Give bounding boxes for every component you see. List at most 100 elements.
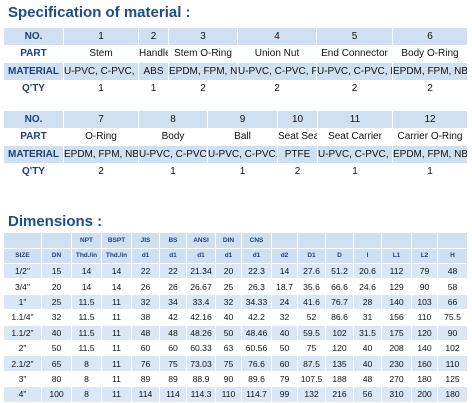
table-cell: 75.5 (437, 309, 468, 326)
table-cell: 140 (381, 293, 412, 311)
table-cell: Body O-Ring (392, 44, 468, 63)
table-cell: Stem O-Ring (168, 44, 238, 63)
table-cell: 112 (381, 262, 412, 280)
table-row: 1" 25 11.5 11 32 34 33.4 32 34.33 24 41.6 76.7 28 140… (3, 293, 468, 311)
table-row: 1/2" 15 14 14 22 22 21.34 20 22.3 14 27.6 51.2 20.6 1… (3, 262, 468, 280)
table-cell: 216 (325, 386, 354, 403)
row-label: NO. (3, 27, 64, 46)
table-cell: 76 (131, 355, 160, 372)
section-title: Dimensions : (8, 213, 103, 230)
table-cell: 208 (381, 339, 412, 357)
header-cell: D (325, 247, 354, 264)
table-cell: 11 (101, 355, 132, 372)
table-cell: 2 (392, 79, 468, 98)
table-cell: 26 (159, 278, 187, 295)
table-cell: 230 (381, 355, 412, 372)
table-cell: 2.1/2" (3, 355, 42, 372)
header-cell: SIZE (3, 247, 42, 264)
row-label: MATERIAL (3, 145, 64, 164)
table-cell: 58 (437, 278, 468, 295)
header-cell: d1 (131, 247, 160, 264)
table-cell: 1 (317, 162, 393, 181)
table-cell: 48 (437, 262, 468, 280)
table-cell: 1 (138, 79, 169, 98)
table-cell: U-PVC, C-PVC, PP (63, 62, 139, 81)
table-cell: 28 (353, 293, 382, 311)
table-cell: 9 (207, 110, 278, 129)
table-cell: Carrier O-Ring (392, 127, 468, 146)
table-cell: 270 (381, 370, 412, 388)
table-cell: 110 (215, 386, 242, 403)
section-title: Specification of material : (8, 4, 191, 21)
table-cell: 11 (101, 293, 132, 311)
table-cell: 41.6 (297, 293, 326, 311)
table-cell: 75 (297, 339, 326, 357)
header-cell: BSPT (101, 232, 132, 249)
header-cell: L1 (381, 247, 412, 264)
table-cell: EPDM, FPM, NBR (392, 62, 468, 81)
table-cell: 35.6 (297, 278, 326, 295)
table-cell: Union Nut (237, 44, 317, 63)
row-label: NO. (3, 110, 64, 129)
table-cell: 75 (159, 355, 187, 372)
header-cell (437, 232, 468, 249)
table-cell: 31 (353, 309, 382, 326)
table-cell: 40 (215, 309, 242, 326)
table-cell: 22 (159, 262, 187, 280)
table-cell: 38 (131, 309, 160, 326)
table-cell: 50 (41, 339, 72, 357)
table-cell: 11.5 (71, 293, 102, 311)
table-cell: 12 (392, 110, 468, 129)
table-cell: 4" (3, 386, 42, 403)
table-cell: 34 (159, 293, 187, 311)
table-cell: Body (138, 127, 208, 146)
header-cell: Thd./in (101, 247, 132, 264)
table-cell: ABS (138, 62, 169, 81)
header-cell: d1 (241, 247, 272, 264)
table-cell: U-PVC, C-PVC, PP (237, 62, 317, 81)
table-cell: 14 (71, 262, 102, 280)
table-cell: 6 (392, 27, 468, 46)
table-row: Q'TY 2 1 1 2 1 1 (3, 162, 468, 181)
table-cell: 90 (437, 324, 468, 341)
table-cell: 1.1/2" (3, 324, 42, 341)
table-cell: 310 (381, 386, 412, 403)
header-cell: d1 (215, 247, 242, 264)
table-cell: 48 (159, 324, 187, 341)
header-cell (325, 232, 354, 249)
table-cell: 31.5 (353, 324, 382, 341)
table-cell: 48 (131, 324, 160, 341)
table-cell: O-Ring (63, 127, 139, 146)
table-cell: 66 (437, 293, 468, 311)
table-cell: 33.4 (186, 293, 216, 311)
table-cell: 26 (131, 278, 160, 295)
table-cell: 60.56 (241, 339, 272, 357)
table-cell: 75 (215, 355, 242, 372)
table-cell: Handle (138, 44, 169, 63)
row-label: PART (3, 44, 64, 63)
table-cell: 156 (381, 309, 412, 326)
table-cell: 125 (437, 370, 468, 388)
table-cell: Seat Seal (277, 127, 318, 146)
table-cell: 89 (159, 370, 187, 388)
table-cell: 1/2" (3, 262, 42, 280)
table-cell: EPDM, FPM, NBR (392, 145, 468, 164)
header-cell: Thd./in (71, 247, 102, 264)
table-cell: 32 (131, 293, 160, 311)
table-cell: 135 (325, 355, 354, 372)
header-cell (381, 232, 412, 249)
table-cell: 160 (411, 355, 438, 372)
table-row: 2" 50 11.5 11 60 60 60.33 63 60.56 50 75 120 40 208 14… (3, 339, 468, 357)
table-cell: 10 (277, 110, 318, 129)
table-cell: 1.1/4" (3, 309, 42, 326)
table-cell: 60 (159, 339, 187, 357)
table-cell: 59.5 (297, 324, 326, 341)
table-cell: 3" (3, 370, 42, 388)
header-cell (3, 232, 42, 249)
table-cell: 5 (316, 27, 393, 46)
header-row: NPT BSPT JIS BS ANSI DIN CNS (3, 232, 468, 249)
table-cell: 89 (131, 370, 160, 388)
material-table: NO. 7 8 9 10 11 12 PART O-Ring Body Ball Seat Seal S… (3, 110, 468, 181)
table-cell: 2 (168, 79, 238, 98)
table-cell: 86.6 (325, 309, 354, 326)
